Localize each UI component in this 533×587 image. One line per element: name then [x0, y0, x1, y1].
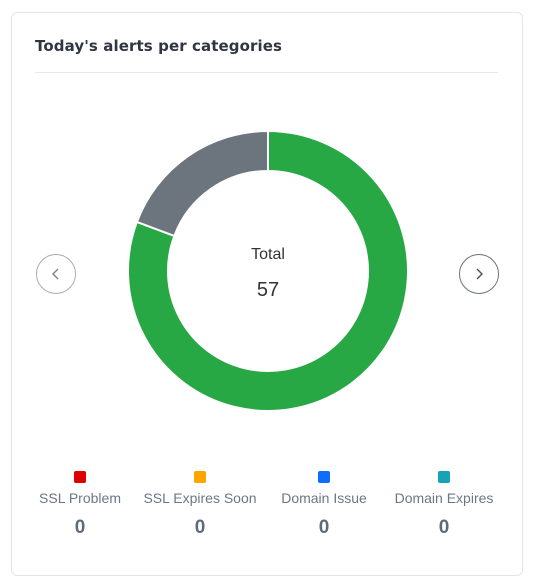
legend-item-domain-issue[interactable]: Domain Issue 0: [274, 471, 374, 539]
legend-label: Domain Issue: [281, 490, 367, 506]
legend-label: Domain Expires: [394, 490, 494, 506]
legend-label: SSL Expires Soon: [143, 490, 257, 506]
legend-count: 0: [74, 517, 86, 538]
legend-swatch: [74, 471, 86, 483]
previous-button[interactable]: [36, 254, 76, 294]
next-button[interactable]: [459, 254, 499, 294]
total-value: 57: [256, 279, 280, 301]
legend-label: SSL Problem: [39, 490, 121, 506]
donut-chart: [127, 130, 409, 412]
legend-swatch: [438, 471, 450, 483]
legend-swatch: [194, 471, 206, 483]
legend-item-ssl-expires-soon[interactable]: SSL Expires Soon 0: [138, 471, 262, 539]
chevron-right-icon: [476, 268, 483, 280]
chevron-left-icon: [52, 268, 59, 280]
legend-swatch: [318, 471, 330, 483]
legend: SSL Problem 0 SSL Expires Soon 0 Domain …: [12, 471, 524, 551]
legend-count: 0: [438, 517, 450, 538]
donut-slice-1[interactable]: [135, 130, 269, 238]
legend-item-domain-expires[interactable]: Domain Expires 0: [386, 471, 502, 539]
donut-slice-0[interactable]: [127, 130, 409, 412]
card-title: Today's alerts per categories: [35, 37, 283, 55]
legend-count: 0: [318, 517, 330, 538]
legend-item-ssl-problem[interactable]: SSL Problem 0: [34, 471, 126, 539]
legend-count: 0: [194, 517, 206, 538]
alerts-card: Today's alerts per categories Total 57 S…: [11, 12, 523, 576]
total-label: Total: [251, 246, 285, 263]
title-divider: [35, 72, 498, 73]
